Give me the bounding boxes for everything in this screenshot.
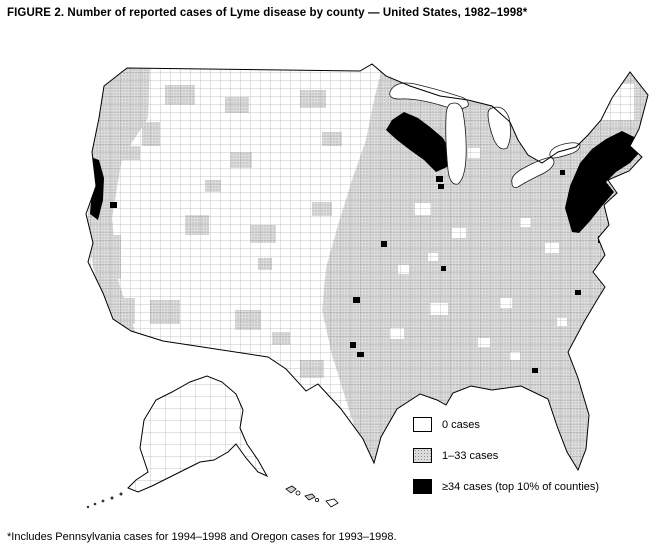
legend-item-label: ≥34 cases (top 10% of counties): [442, 480, 600, 493]
lake-michigan: [445, 102, 467, 185]
legend-item-zero-cases: 0 cases: [413, 417, 663, 432]
lake-erie: [511, 157, 555, 188]
legend-item-label: 0 cases: [442, 418, 480, 431]
alaska-inset: [86, 375, 269, 509]
aleutian-islands: [86, 492, 123, 509]
legend-swatch-low-cases: [413, 448, 432, 463]
legend-swatch-zero-cases: [413, 417, 432, 432]
cluster-upper-midwest: [386, 112, 451, 172]
lake-superior: [389, 82, 469, 110]
hawaii-inset: [285, 485, 339, 508]
figure-footnote: *Includes Pennsylvania cases for 1994–19…: [7, 531, 397, 543]
legend-item-high-cases: ≥34 cases (top 10% of counties): [413, 479, 663, 494]
legend-item-low-cases: 1–33 cases: [413, 448, 663, 463]
cluster-northeast: [565, 131, 640, 233]
legend: 0 cases 1–33 cases ≥34 cases (top 10% of…: [413, 417, 663, 510]
legend-item-label: 1–33 cases: [442, 449, 499, 462]
figure-title: FIGURE 2. Number of reported cases of Ly…: [7, 7, 528, 19]
legend-swatch-high-cases: [413, 479, 432, 494]
great-lakes: [389, 82, 581, 188]
